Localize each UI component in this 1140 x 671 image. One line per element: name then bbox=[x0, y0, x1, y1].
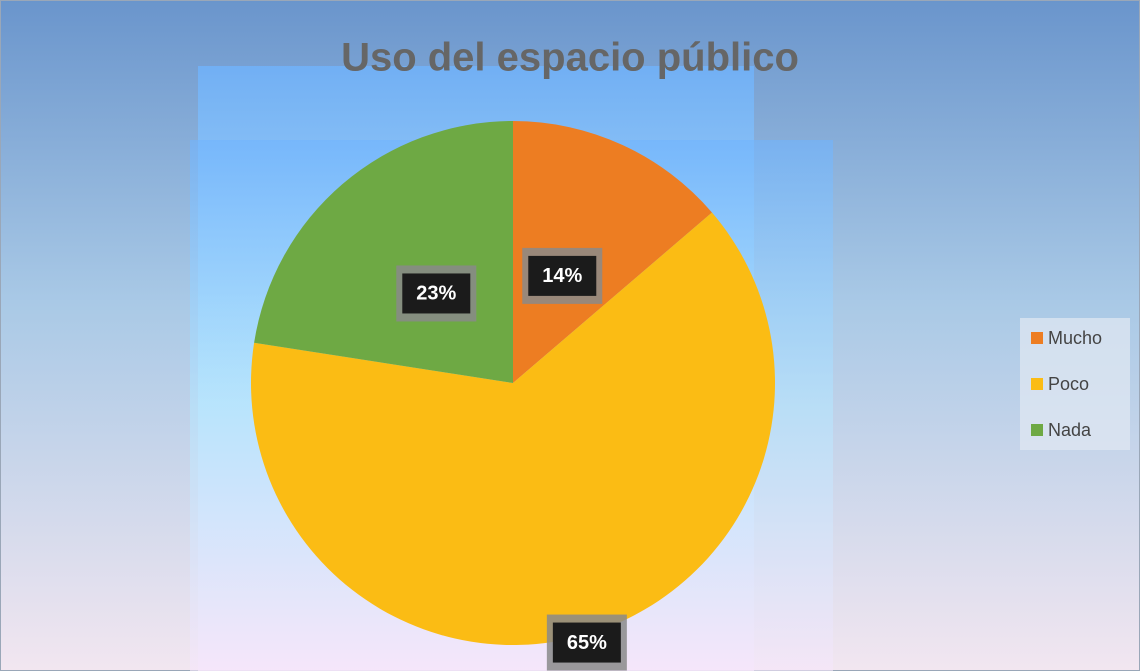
data-label-box bbox=[402, 273, 471, 314]
legend-label: Poco bbox=[1048, 374, 1089, 394]
data-label-box bbox=[528, 255, 597, 296]
legend-swatch bbox=[1031, 332, 1043, 344]
legend-swatch bbox=[1031, 378, 1043, 390]
chart-title: Uso del espacio público bbox=[341, 36, 799, 80]
data-label: 65% bbox=[567, 632, 607, 654]
legend-swatch bbox=[1031, 424, 1043, 436]
data-label: 14% bbox=[542, 265, 582, 287]
data-label-box bbox=[552, 622, 621, 663]
legend-label: Nada bbox=[1048, 420, 1092, 440]
legend-label: Mucho bbox=[1048, 328, 1102, 348]
data-label: 23% bbox=[416, 283, 456, 305]
pie-slice bbox=[251, 212, 775, 645]
pie-slice bbox=[513, 121, 712, 383]
